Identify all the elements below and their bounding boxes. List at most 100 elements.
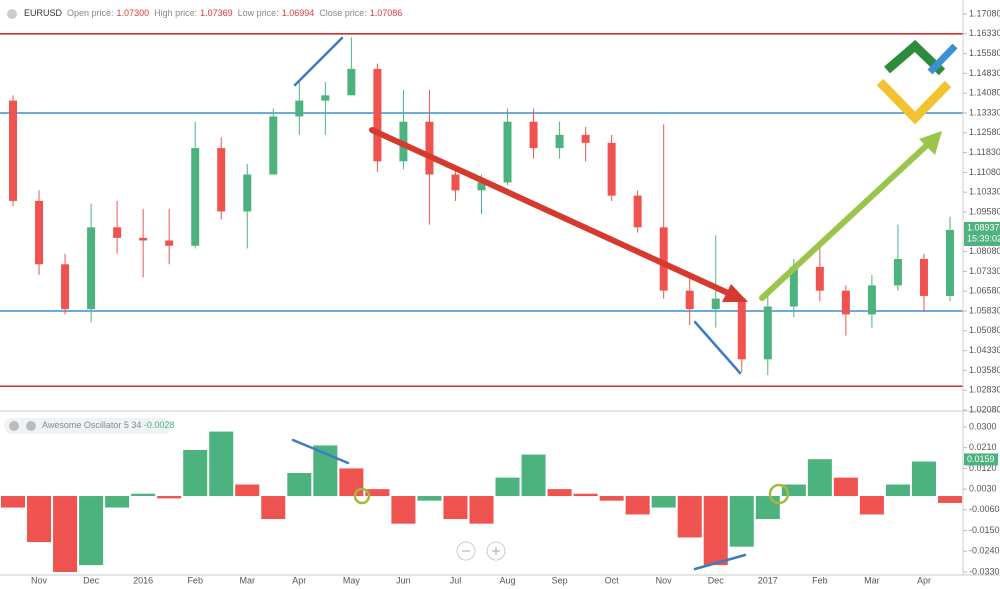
oscillator-bar [495, 477, 520, 497]
oscillator-bar [833, 477, 858, 497]
candle-body [347, 68, 356, 96]
x-tick-label: Feb [812, 575, 828, 585]
field-label: Open price: [67, 8, 114, 18]
symbol-info: EURUSD Open price: 1.07300 High price: 1.073… [24, 8, 402, 18]
oscillator-bar [547, 489, 572, 497]
y-tick-label: -0.0150 [969, 525, 1000, 535]
arrow-head [919, 131, 942, 155]
oscillator-bar [131, 493, 156, 497]
y-tick-label: 1.10330 [969, 187, 1000, 197]
y-tick-label: 0.0300 [969, 421, 997, 431]
candle-body [425, 121, 434, 175]
oscillator-bar [209, 431, 234, 497]
settings-icon[interactable] [26, 421, 36, 431]
y-tick-label: 1.14830 [969, 68, 1000, 78]
oscillator-bar [469, 496, 494, 524]
candle-body [555, 134, 564, 149]
close-icon[interactable] [9, 421, 19, 431]
field-value: 1.07369 [200, 8, 233, 18]
value-label-box [964, 453, 998, 466]
oscillator-bar [651, 496, 676, 508]
oscillator-bar [781, 484, 806, 497]
zoom-controls [456, 541, 506, 561]
candle-body [477, 182, 486, 191]
x-tick-label: Mar [240, 575, 256, 585]
x-tick-label: Sep [552, 575, 568, 585]
field-value: 1.07086 [370, 8, 403, 18]
oscillator-bar [105, 496, 130, 508]
marker-circle [353, 487, 371, 505]
trend-line [693, 320, 742, 375]
oscillator-bar [365, 489, 390, 497]
y-tick-label: 1.09580 [969, 206, 1000, 216]
oscillator-bar [235, 484, 260, 497]
x-tick-label: Apr [292, 575, 306, 585]
y-tick-label: 1.17080 [969, 8, 1000, 18]
y-tick-label: -0.0330 [969, 566, 1000, 576]
y-tick-label: 1.02080 [969, 404, 1000, 414]
x-tick-label: Apr [917, 575, 931, 585]
candle-body [165, 240, 174, 246]
logo-shape [927, 43, 958, 75]
symbol: EURUSD [24, 8, 63, 18]
oscillator-bar [573, 493, 598, 497]
candle-body [191, 148, 200, 246]
value-label: 0.0159 [967, 454, 995, 464]
axis-background [963, 0, 1000, 589]
candle-body [659, 227, 668, 291]
candle-body [243, 174, 252, 212]
y-tick-label: 1.06580 [969, 286, 1000, 296]
candle-body [529, 121, 538, 149]
y-tick-label: 0.0210 [969, 442, 997, 452]
oscillator-bar [287, 473, 312, 497]
y-tick-label: 1.04330 [969, 345, 1000, 355]
candle-body [9, 100, 18, 201]
oscillator-bar [599, 496, 624, 501]
y-tick-label: -0.0240 [969, 546, 1000, 556]
y-tick-label: 1.05830 [969, 305, 1000, 315]
oscillator-bar [859, 496, 884, 515]
y-tick-label: 1.03580 [969, 365, 1000, 375]
trend-line [291, 438, 350, 465]
x-tick-label: Jul [450, 575, 462, 585]
candle-body [841, 290, 850, 315]
y-tick-label: 1.02830 [969, 385, 1000, 395]
arrow [369, 127, 731, 296]
x-tick-label: Mar [864, 575, 880, 585]
oscillator-bar [703, 496, 728, 566]
candle-body [295, 100, 304, 117]
candle-body [35, 200, 44, 265]
y-tick-label: 1.13330 [969, 107, 1000, 117]
candle-body [269, 116, 278, 175]
candle-body [919, 258, 928, 296]
oscillator-bar [1, 496, 26, 508]
candle-body [867, 285, 876, 315]
x-tick-label: Dec [708, 575, 725, 585]
y-tick-label: 1.07330 [969, 266, 1000, 276]
price-time: 15:39:02 [967, 233, 1000, 243]
y-tick-label: 1.11830 [969, 147, 1000, 157]
oscillator-bar [521, 454, 546, 497]
oscillator-bar [755, 496, 780, 520]
settings-icon[interactable] [7, 9, 17, 19]
x-tick-label: Nov [31, 575, 48, 585]
y-tick-label: 1.15580 [969, 48, 1000, 58]
candle-body [633, 195, 642, 228]
trend-line [693, 553, 747, 571]
oscillator-bar [339, 468, 364, 497]
oscillator-bar [677, 496, 702, 538]
field-value: 1.06994 [282, 8, 315, 18]
candle-body [607, 142, 616, 196]
field-value: 1.07300 [117, 8, 150, 18]
y-tick-label: 1.16330 [969, 28, 1000, 38]
y-tick-label: 1.12580 [969, 127, 1000, 137]
oscillator-bar [261, 496, 286, 520]
candle-body [711, 298, 720, 310]
oscillator-bar [417, 496, 442, 501]
y-tick-label: -0.0060 [969, 504, 1000, 514]
logo-shape [884, 39, 946, 76]
logo [876, 39, 958, 125]
